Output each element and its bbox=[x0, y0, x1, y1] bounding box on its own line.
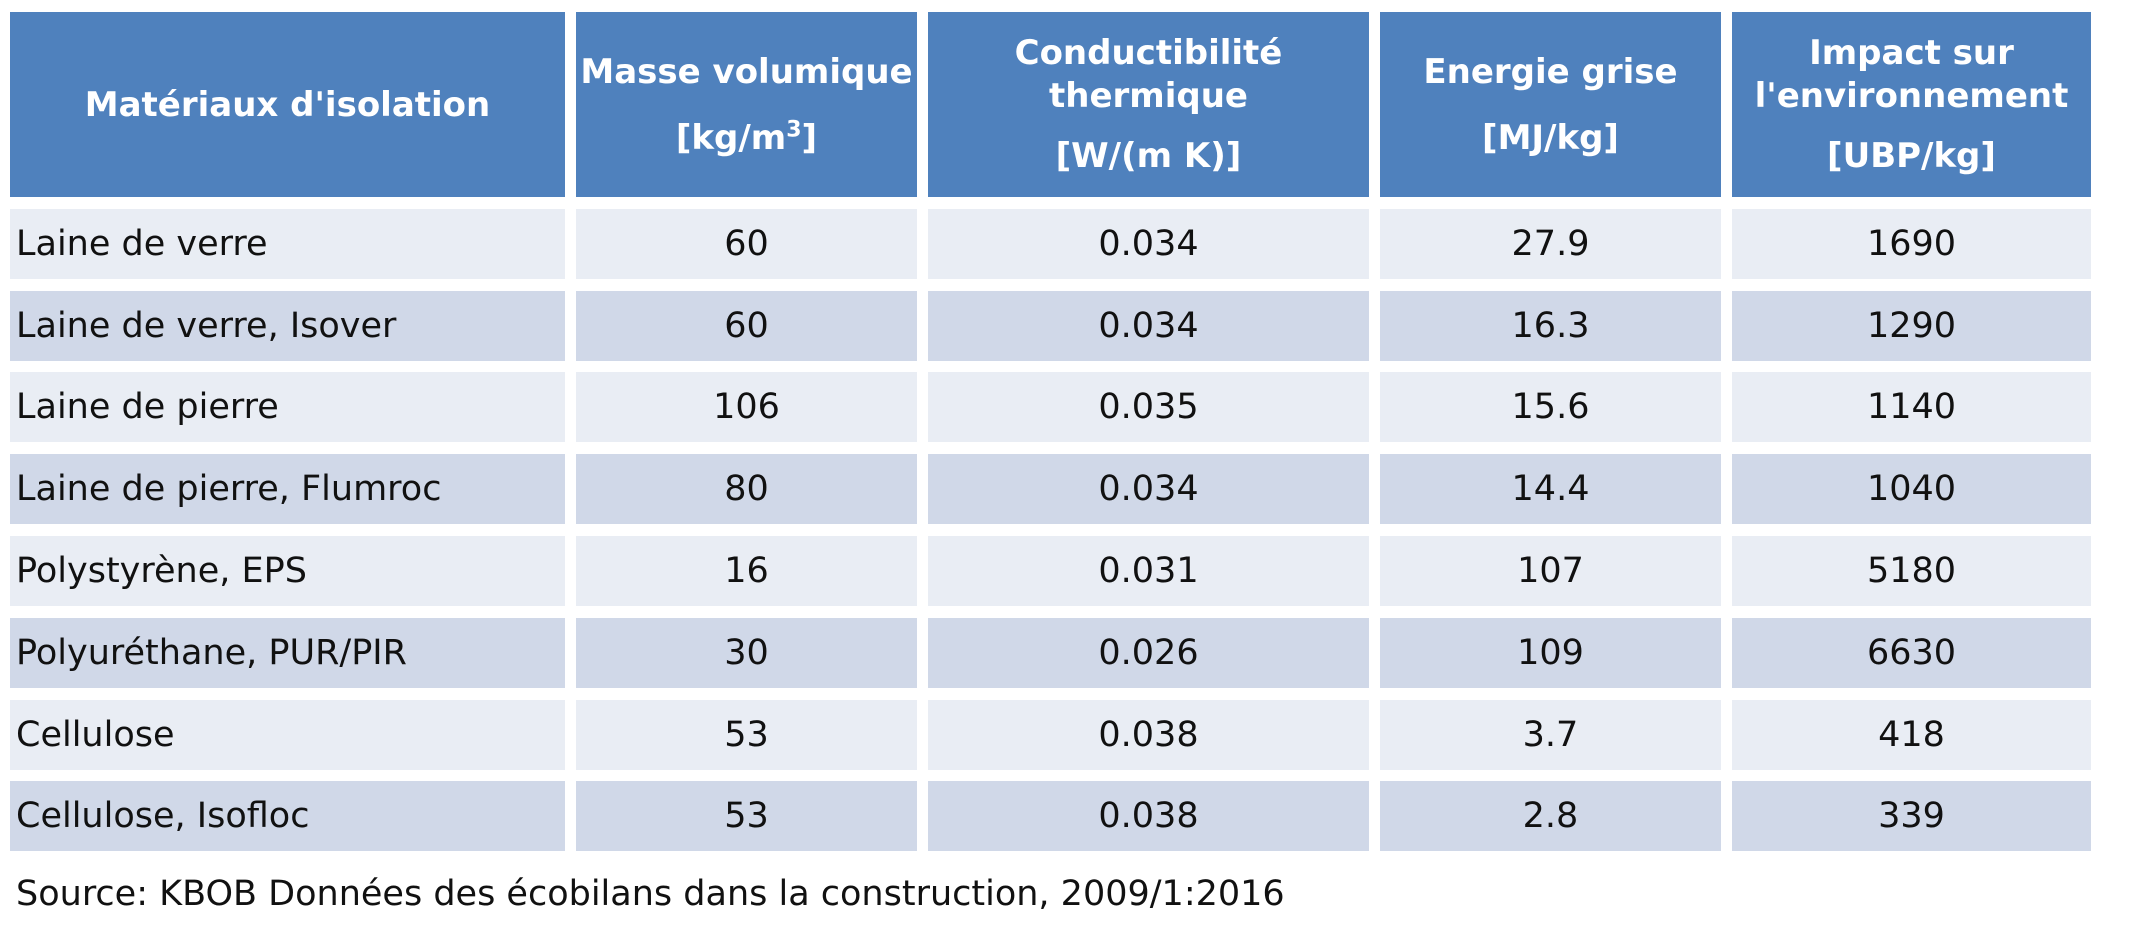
header-impact-label-1: Impact sur bbox=[1809, 32, 2014, 73]
insulation-data-table: Matériaux d'isolation Masse volumique [k… bbox=[10, 12, 2091, 852]
row-7-material: Cellulose bbox=[10, 699, 565, 770]
row-7-conductivity: 0.038 bbox=[928, 699, 1369, 770]
header-conductivity-label-1: Conductibilité bbox=[1014, 32, 1283, 73]
header-impact-label-2: l'environnement bbox=[1754, 75, 2069, 116]
header-grey-energy: Energie grise [MJ/kg] bbox=[1380, 12, 1721, 197]
row-2-material: Laine de verre, Isover bbox=[10, 290, 565, 361]
row-8-impact: 339 bbox=[1732, 781, 2091, 852]
header-conductivity-unit: [W/(m K)] bbox=[1055, 135, 1242, 176]
row-4-conductivity: 0.034 bbox=[928, 454, 1369, 525]
row-4-density: 80 bbox=[576, 454, 917, 525]
header-grey-energy-label: Energie grise bbox=[1423, 51, 1678, 92]
header-impact-unit: [UBP/kg] bbox=[1827, 135, 1996, 176]
header-density-unit: [kg/m3] bbox=[675, 117, 818, 158]
row-5-material: Polystyrène, EPS bbox=[10, 535, 565, 606]
row-5-conductivity: 0.031 bbox=[928, 535, 1369, 606]
row-1-impact: 1690 bbox=[1732, 208, 2091, 279]
header-grey-energy-unit: [MJ/kg] bbox=[1482, 117, 1619, 158]
header-conductivity: Conductibilité thermique [W/(m K)] bbox=[928, 12, 1369, 197]
row-4-material: Laine de pierre, Flumroc bbox=[10, 454, 565, 525]
row-3-conductivity: 0.035 bbox=[928, 372, 1369, 443]
header-density: Masse volumique [kg/m3] bbox=[576, 12, 917, 197]
row-2-conductivity: 0.034 bbox=[928, 290, 1369, 361]
row-5-density: 16 bbox=[576, 535, 917, 606]
header-material-label: Matériaux d'isolation bbox=[84, 84, 491, 125]
row-6-density: 30 bbox=[576, 617, 917, 688]
header-conductivity-label-2: thermique bbox=[1049, 75, 1248, 116]
row-3-grey-energy: 15.6 bbox=[1380, 372, 1721, 443]
row-7-grey-energy: 3.7 bbox=[1380, 699, 1721, 770]
row-6-impact: 6630 bbox=[1732, 617, 2091, 688]
row-2-density: 60 bbox=[576, 290, 917, 361]
row-1-conductivity: 0.034 bbox=[928, 208, 1369, 279]
row-4-grey-energy: 14.4 bbox=[1380, 454, 1721, 525]
row-2-impact: 1290 bbox=[1732, 290, 2091, 361]
row-2-grey-energy: 16.3 bbox=[1380, 290, 1721, 361]
row-3-material: Laine de pierre bbox=[10, 372, 565, 443]
row-8-density: 53 bbox=[576, 781, 917, 852]
row-3-impact: 1140 bbox=[1732, 372, 2091, 443]
row-8-material: Cellulose, Isofloc bbox=[10, 781, 565, 852]
row-8-grey-energy: 2.8 bbox=[1380, 781, 1721, 852]
row-1-grey-energy: 27.9 bbox=[1380, 208, 1721, 279]
source-note: Source: KBOB Données des écobilans dans … bbox=[16, 874, 1285, 914]
row-1-density: 60 bbox=[576, 208, 917, 279]
row-7-density: 53 bbox=[576, 699, 917, 770]
row-6-conductivity: 0.026 bbox=[928, 617, 1369, 688]
row-4-impact: 1040 bbox=[1732, 454, 2091, 525]
row-1-material: Laine de verre bbox=[10, 208, 565, 279]
row-8-conductivity: 0.038 bbox=[928, 781, 1369, 852]
header-environmental-impact: Impact sur l'environnement [UBP/kg] bbox=[1732, 12, 2091, 197]
header-density-label: Masse volumique bbox=[580, 51, 913, 92]
row-7-impact: 418 bbox=[1732, 699, 2091, 770]
row-6-grey-energy: 109 bbox=[1380, 617, 1721, 688]
row-5-grey-energy: 107 bbox=[1380, 535, 1721, 606]
row-5-impact: 5180 bbox=[1732, 535, 2091, 606]
row-3-density: 106 bbox=[576, 372, 917, 443]
header-material: Matériaux d'isolation bbox=[10, 12, 565, 197]
row-6-material: Polyuréthane, PUR/PIR bbox=[10, 617, 565, 688]
